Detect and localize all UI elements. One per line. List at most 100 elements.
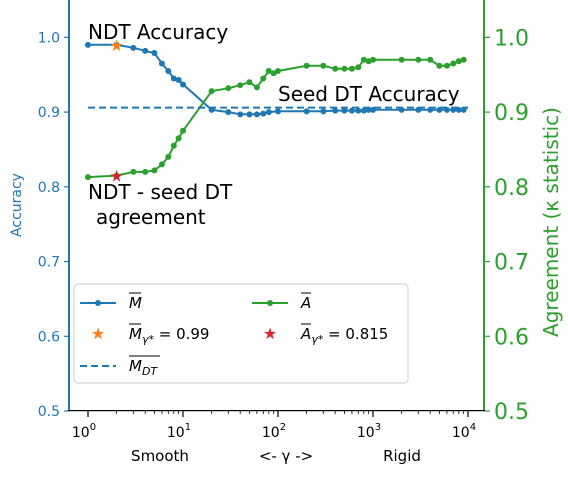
series-0-point-1	[113, 41, 120, 48]
series-0-point-0	[85, 41, 91, 48]
annotation-agreement-line2: agreement	[96, 205, 206, 229]
legend-swatch-a-gamma-star: ★	[263, 324, 277, 343]
series-0-point-12	[237, 111, 244, 118]
left-axis-ticks: 0.5 0.6 0.7 0.8 0.9 1.0	[38, 30, 69, 420]
plot-frame-right	[483, 0, 485, 411]
series-0-point-11	[225, 109, 232, 116]
series-0-point-21	[341, 107, 348, 114]
series-0-point-24	[360, 107, 367, 114]
series-1-point-13	[246, 79, 253, 86]
legend-label-a: A	[300, 292, 311, 312]
legend-label-m-gamma-suffix: = 0.99	[154, 325, 210, 343]
legend-swatch-a-dot	[267, 300, 273, 306]
series-1-point-35	[460, 56, 467, 63]
series-0-point-20	[332, 107, 339, 114]
legend: M A ★ Mγ* = 0.99 ★ Aγ* = 0.815 MDT	[73, 283, 409, 384]
series-1-point-18	[275, 67, 281, 74]
series-0-point-16	[265, 109, 272, 116]
series-0-point-6	[165, 67, 172, 74]
series-1-point-29	[415, 56, 422, 63]
legend-label-m-gamma: Mγ* = 0.99	[129, 323, 209, 346]
series-0-point-15	[260, 110, 267, 117]
series-0-point-23	[355, 107, 362, 114]
series-1-point-8	[175, 135, 182, 142]
series-1-point-30	[427, 56, 434, 63]
x-tick-label-0: 100	[72, 422, 96, 441]
annotation-agreement-line1: NDT - seed DT	[88, 180, 233, 204]
series-1-point-25	[360, 56, 367, 63]
x-axis-word-center: <- γ ->	[259, 447, 313, 465]
series-1-point-3	[142, 168, 149, 175]
series-1-point-23	[348, 65, 355, 72]
svg-text:A: A	[300, 294, 311, 312]
series-1-point-6	[165, 153, 172, 160]
marker-star-1: ★	[109, 167, 123, 186]
series-1-point-2	[130, 168, 137, 175]
series-0-point-18	[303, 108, 310, 115]
left-tick-label-0: 0.5	[38, 404, 60, 420]
svg-text:M: M	[129, 294, 142, 312]
series-0-point-9	[180, 81, 186, 88]
series-0-point-3	[142, 47, 149, 54]
svg-text:Mγ* = 0.99: Mγ* = 0.99	[129, 325, 209, 346]
series-1-point-28	[398, 56, 405, 63]
plot-frame-left	[68, 0, 70, 411]
x-axis-word-left: Smooth	[131, 447, 189, 465]
legend-label-a-text: A	[300, 294, 311, 312]
series-1-point-32	[443, 62, 450, 69]
annotation-seed-dt-accuracy: Seed DT Accuracy	[278, 82, 460, 106]
x-tick-label-1: 101	[167, 422, 191, 441]
x-axis-ticks: 100 101 102 103 104	[72, 411, 476, 441]
svg-text:MDT: MDT	[129, 357, 158, 378]
legend-label-m-gamma-main: M	[129, 325, 142, 343]
series-0-point-7	[170, 75, 177, 82]
svg-text:Aγ* = 0.815: Aγ* = 0.815	[300, 325, 388, 346]
series-1-point-14	[253, 84, 260, 91]
series-1-point-1	[113, 172, 120, 179]
series-0-point-19	[320, 108, 327, 115]
right-axis-ticks: 0.5 0.6 0.7 0.8 0.9 1.0	[484, 26, 529, 425]
series-1-point-15	[260, 75, 267, 82]
x-tick-label-2: 102	[262, 422, 286, 441]
legend-swatch-m-gamma-star: ★	[91, 324, 105, 343]
series-1-point-24	[355, 64, 362, 71]
y-left-axis-label: Accuracy	[9, 173, 25, 237]
series-0-point-13	[246, 111, 253, 118]
series-0-point-17	[275, 108, 281, 115]
legend-label-a-gamma-main: A	[300, 325, 311, 343]
series-0-point-22	[348, 107, 355, 114]
legend-label-m-dt: MDT	[129, 355, 160, 378]
x-axis-word-right: Rigid	[383, 447, 421, 465]
legend-label-m: M	[129, 292, 142, 312]
series-1-point-11	[225, 85, 232, 92]
series-line-1	[87, 58, 464, 179]
legend-label-m-text: M	[129, 294, 142, 312]
legend-label-m-dt-sub: DT	[142, 365, 158, 378]
right-tick-label-1: 0.6	[494, 325, 529, 350]
series-0-point-5	[158, 60, 165, 67]
series-1-point-0	[85, 174, 91, 181]
marker-star-0: ★	[109, 36, 123, 55]
series-1-point-22	[341, 65, 348, 72]
right-tick-label-4: 0.9	[494, 101, 529, 126]
series-1-point-9	[180, 127, 186, 134]
series-1-point-7	[170, 142, 177, 149]
legend-box	[73, 283, 409, 384]
x-tick-label-3: 103	[357, 422, 381, 441]
left-tick-label-2: 0.7	[38, 255, 60, 271]
left-tick-label-4: 0.9	[38, 105, 60, 121]
left-tick-label-5: 1.0	[38, 30, 60, 46]
legend-swatch-m-dot	[95, 300, 101, 306]
x-tick-label-4: 104	[452, 422, 476, 441]
series-1-point-5	[158, 161, 165, 168]
y-right-axis-label: Agreement (κ statistic)	[539, 107, 563, 337]
series-0-point-4	[151, 50, 158, 57]
series-1-point-19	[303, 62, 310, 69]
left-tick-label-1: 0.6	[38, 329, 60, 345]
series-layer: ★★	[85, 36, 468, 186]
series-1-point-31	[436, 62, 443, 69]
legend-label-a-gamma-sub: γ*	[311, 333, 324, 346]
legend-label-m-gamma-sub: γ*	[142, 333, 155, 346]
left-tick-label-3: 0.8	[38, 180, 60, 196]
